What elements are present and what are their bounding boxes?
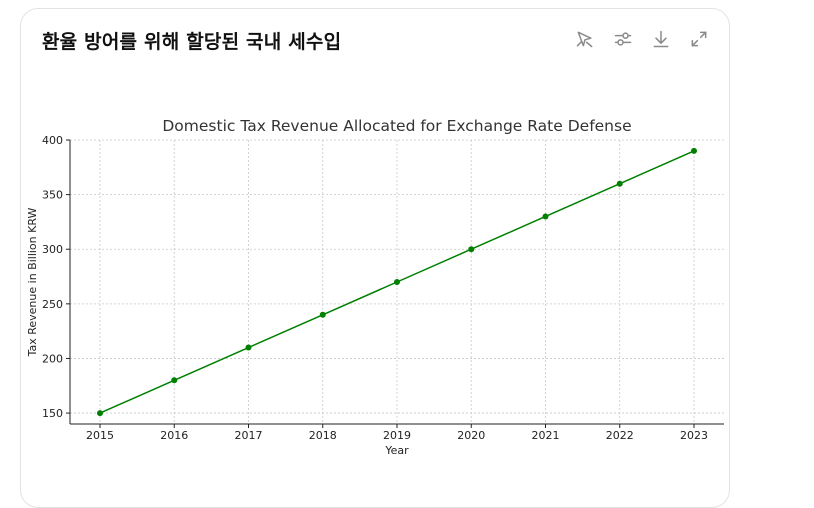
x-tick-label: 2019 [383,429,411,442]
download-icon [653,30,669,48]
data-point [97,410,103,417]
chart-toolbar [573,27,711,51]
data-point [319,311,326,318]
y-tick-label: 300 [42,243,63,256]
x-tick-label: 2022 [606,429,634,442]
chart-card: 환율 방어를 위해 할당된 국내 세수입 [20,8,730,508]
line-chart: Domestic Tax Revenue Allocated for Excha… [26,117,724,457]
y-tick-label: 350 [42,189,63,202]
data-point [616,180,623,187]
tick-labels: 150 200 250 300 350 400 2015 2016 2017 2018 2019 20… [42,134,708,442]
data-point [394,279,400,285]
x-tick-label: 2018 [309,429,337,442]
y-axis-label: Tax Revenue in Billion KRW [26,207,39,357]
series [97,147,697,417]
chart-title: Domestic Tax Revenue Allocated for Excha… [162,117,631,135]
x-tick-label: 2023 [680,429,708,442]
expand-icon [691,31,707,47]
customize-button[interactable] [611,27,635,51]
sliders-icon [614,32,632,46]
x-tick-label: 2021 [532,429,560,442]
x-tick-label: 2016 [160,429,188,442]
data-point [245,344,252,351]
data-point [468,246,475,253]
grid-lines [70,139,724,424]
x-tick-label: 2020 [457,429,485,442]
x-tick-label: 2017 [235,429,263,442]
data-point [542,213,549,220]
download-button[interactable] [649,27,673,51]
y-tick-label: 150 [42,407,63,420]
interactive-chart-button[interactable] [573,27,597,51]
card-title: 환율 방어를 위해 할당된 국내 세수입 [42,31,342,53]
y-tick-label: 400 [42,134,63,147]
interactive-chart-icon [576,31,593,48]
x-tick-label: 2015 [86,429,114,442]
y-tick-label: 250 [42,298,63,311]
x-axis-label: Year [384,444,409,457]
expand-button[interactable] [687,27,711,51]
data-point [171,377,178,384]
data-point [691,147,697,154]
y-tick-label: 200 [42,352,63,365]
